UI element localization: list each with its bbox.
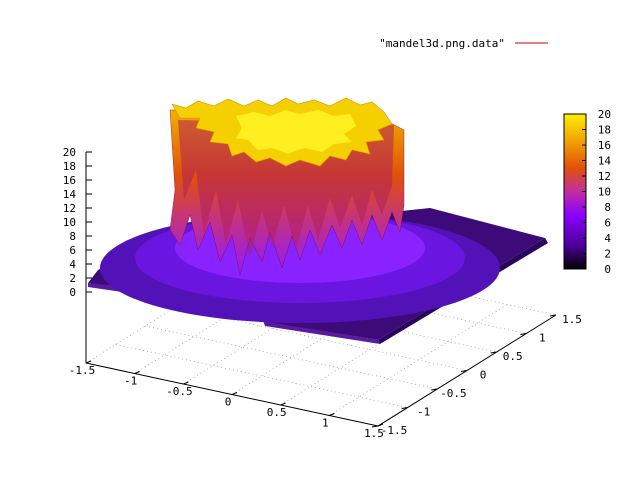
x-tick-4	[280, 402, 286, 406]
grid-line-y-5	[234, 270, 527, 334]
grid-line-y-3	[174, 307, 468, 371]
colorbox: 0 2 4 6 8 10 12 14 16 18 20	[563, 108, 612, 276]
z-tick-label-2: 4	[69, 258, 76, 271]
colorbox-tick-label-5: 10	[598, 186, 611, 199]
surface	[88, 97, 548, 344]
y-tick-0	[371, 425, 379, 428]
z-tick-label-1: 2	[69, 272, 76, 285]
grid-line-x-4	[280, 293, 459, 406]
colorbox-tick-label-2: 4	[604, 232, 611, 245]
z-tick-label-5: 10	[63, 216, 76, 229]
legend: "mandel3d.png.data"	[379, 37, 548, 50]
x-tick-label-2: -0.5	[166, 385, 193, 398]
axes: -1.5-1-0.500.511.5-1.5-1-0.500.511.50246…	[63, 146, 582, 440]
x-tick-0	[85, 360, 92, 364]
y-tick-label-4: 0.5	[503, 350, 523, 363]
z-tick-label-6: 12	[63, 202, 76, 215]
colorbox-tick-label-3: 6	[604, 217, 611, 230]
grid-line-y-4	[204, 288, 497, 353]
colorbox-tick-label-9: 18	[598, 124, 611, 137]
y-tick-4	[490, 351, 497, 354]
x-tick-1	[134, 371, 140, 374]
z-tick-label-10: 20	[63, 146, 76, 159]
surface-plateau-highlight	[236, 110, 356, 154]
surface-floor-front-edge	[88, 283, 380, 344]
z-tick-label-0: 0	[69, 286, 76, 299]
x-tick-5	[329, 413, 335, 416]
x-tick-6	[377, 423, 384, 427]
legend-series-label: "mandel3d.png.data"	[379, 37, 505, 50]
y-tick-label-0: -1.5	[381, 424, 408, 437]
x-tick-2	[183, 381, 189, 385]
y-tick-2	[431, 388, 438, 391]
grid-line-x-3	[231, 283, 411, 395]
y-tick-label-1: -1	[417, 406, 430, 419]
x-tick-label-1: -1	[124, 375, 137, 388]
y-tick-6	[549, 314, 557, 317]
z-tick-label-7: 14	[63, 188, 77, 201]
x-tick-label-3: 0	[225, 396, 232, 409]
y-tick-label-5: 1	[539, 332, 546, 345]
colorbox-tick-label-1: 2	[604, 248, 611, 261]
x-tick-label-5: 1	[322, 417, 329, 430]
colorbox-tick-label-4: 8	[604, 201, 611, 214]
y-tick-3	[460, 370, 468, 372]
y-tick-label-2: -0.5	[440, 387, 467, 400]
grid-line-y-2	[145, 325, 438, 390]
y-tick-label-3: 0	[480, 369, 487, 382]
z-tick-label-9: 18	[63, 160, 76, 173]
y-tick-1	[401, 407, 408, 409]
x-tick-label-4: 0.5	[267, 406, 287, 419]
x-tick-label-0: -1.5	[69, 364, 96, 377]
grid-line-x-2	[183, 272, 362, 385]
z-tick-label-8: 16	[63, 174, 76, 187]
z-tick-label-3: 6	[69, 244, 76, 257]
colorbox-tick-label-0: 0	[604, 263, 611, 276]
y-tick-label-6: 1.5	[562, 313, 582, 326]
x-tick-label-6: 1.5	[364, 427, 384, 440]
colorbox-tick-label-6: 12	[598, 170, 611, 183]
y-tick-5	[520, 333, 527, 335]
colorbox-tick-label-7: 14	[598, 155, 612, 168]
x-tick-3	[231, 392, 238, 395]
grid-line-y-6	[263, 251, 557, 316]
z-tick-label-4: 8	[69, 230, 76, 243]
grid-line-y-1	[115, 344, 408, 408]
colorbox-tick-label-10: 20	[598, 108, 611, 121]
colorbox-tick-label-8: 16	[598, 139, 611, 152]
